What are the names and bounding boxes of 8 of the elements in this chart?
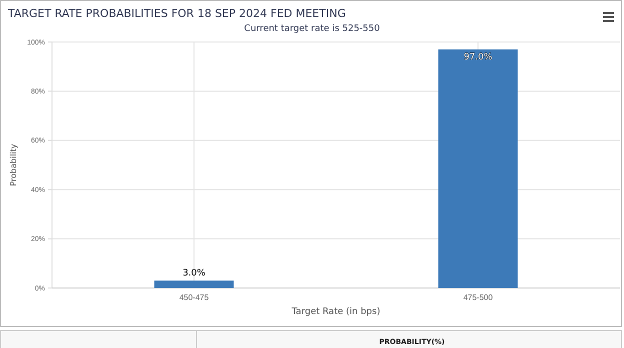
chart-subtitle: Current target rate is 525-550 <box>244 24 380 34</box>
y-axis-title: Probability <box>9 144 18 186</box>
data-label: 97.0% <box>464 52 493 62</box>
chart-title: TARGET RATE PROBABILITIES FOR 18 SEP 2024 FED MEETING <box>7 7 346 20</box>
data-label: 3.0% <box>182 268 206 279</box>
x-axis-title: Target Rate (in bps) <box>290 307 380 317</box>
x-tick-label: 475-500 <box>463 292 494 302</box>
x-tick-label: 450-475 <box>179 292 210 302</box>
